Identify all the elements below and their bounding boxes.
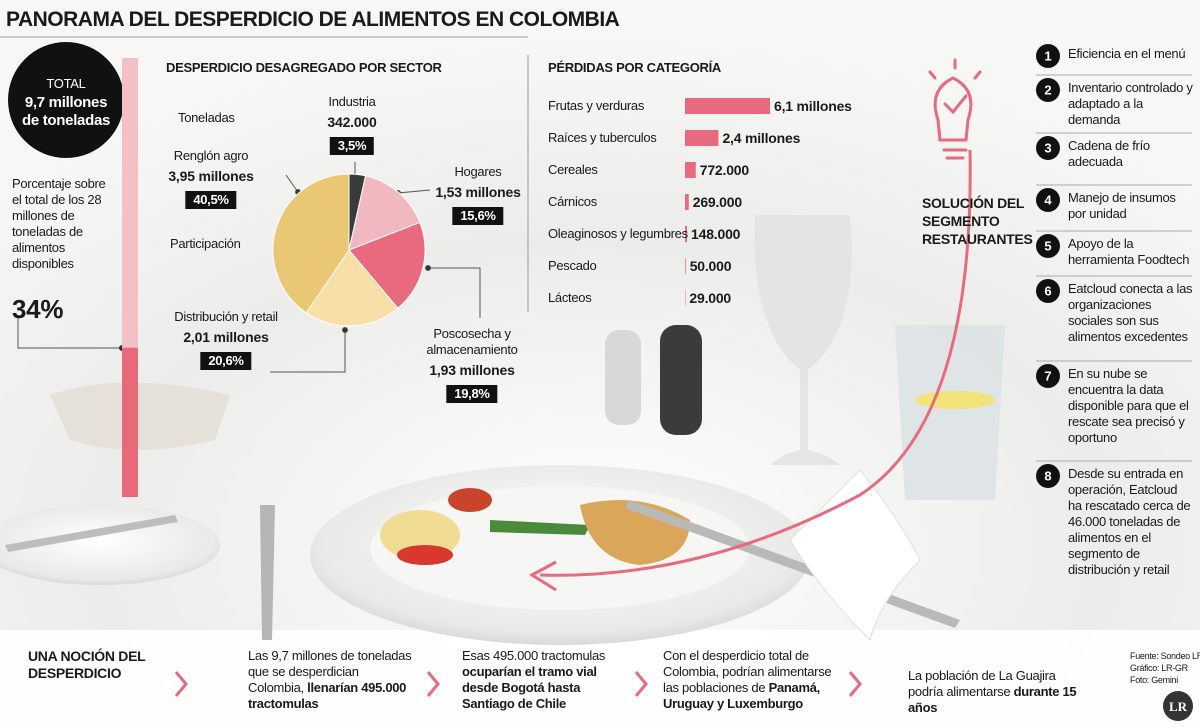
- fact-part: durante 15 años: [908, 684, 1077, 715]
- item-badge: [1036, 464, 1060, 488]
- pie-slice: [348, 175, 421, 251]
- slice-tonnage: 1,93 millones: [429, 362, 515, 378]
- fact-part: La población de La Guajira podría alimen…: [908, 668, 1056, 699]
- slice-share: 19,8%: [446, 385, 498, 403]
- category-label: Pescado: [548, 258, 597, 273]
- value-label: 50.000: [689, 258, 732, 274]
- bar: [685, 130, 719, 146]
- fact-part: Con el desperdicio total de Colombia, po…: [663, 648, 832, 695]
- share-caption: Participación: [170, 236, 241, 251]
- item-badge: [1036, 364, 1060, 388]
- total-label: TOTAL: [46, 76, 86, 91]
- category-label: Cárnicos: [548, 194, 597, 209]
- item-text: En su nube se encuentra la data disponib…: [1068, 366, 1189, 445]
- source: Gráfico: LR-GR: [1130, 663, 1188, 673]
- slice-name: Hogares: [454, 164, 502, 179]
- item-badge: [1036, 44, 1060, 68]
- size-caption: Toneladas: [178, 110, 235, 125]
- item-number: 8: [1044, 469, 1051, 484]
- item-number: 7: [1044, 369, 1051, 384]
- value-label: 772.000: [699, 162, 749, 178]
- item-text: Manejo de insumos por unidad: [1068, 190, 1176, 221]
- total-badge: [8, 42, 124, 158]
- bar: [685, 258, 686, 274]
- pie-slice: [348, 221, 426, 309]
- slice-name: Distribución y retail: [174, 309, 278, 324]
- item-text: Inventario controlado y adaptado a la de…: [1068, 80, 1193, 127]
- bar: [685, 162, 696, 178]
- item-text: Eficiencia en el menú: [1068, 46, 1186, 61]
- total-share-label: 34%: [12, 294, 64, 324]
- value-label: 148.000: [691, 226, 741, 242]
- total-amount: 9,7 millones de toneladas: [21, 94, 111, 129]
- item-number: 3: [1044, 141, 1051, 156]
- category-label: Cereales: [548, 162, 598, 177]
- item-number: 5: [1044, 239, 1051, 254]
- item-number: 6: [1044, 284, 1051, 299]
- item-number: 4: [1044, 193, 1052, 208]
- item-badge: [1036, 78, 1060, 102]
- fact: Con el desperdicio total de Colombia, po…: [663, 648, 833, 712]
- category-label: Frutas y verduras: [548, 98, 645, 113]
- total-note: Porcentaje sobre el total de los 28 mill…: [12, 176, 106, 271]
- value-label: 2,4 millones: [722, 130, 801, 146]
- category-label: Raíces y tuberculos: [548, 130, 657, 145]
- slice-tonnage: 3,95 millones: [168, 168, 254, 184]
- item-badge: [1036, 279, 1060, 303]
- slice-tonnage: 1,53 millones: [435, 184, 521, 200]
- title: PANORAMA DEL DESPERDICIO DE ALIMENTOS EN…: [6, 8, 620, 31]
- pie-slice: [272, 173, 350, 314]
- item-text: Eatcloud conecta a las organizaciones so…: [1068, 281, 1193, 344]
- slice-name: Renglón agro: [173, 148, 249, 163]
- source: Fuente: Sondeo LR: [1130, 651, 1200, 661]
- bar: [685, 98, 770, 114]
- share-bar: [122, 347, 138, 497]
- item-badge: [1036, 234, 1060, 258]
- slice-share: 40,5%: [185, 191, 237, 209]
- item-badge: [1036, 188, 1060, 212]
- item-text: Cadena de frío adecuada: [1068, 138, 1150, 169]
- bar: [685, 194, 689, 210]
- item-badge: [1036, 136, 1060, 160]
- slice-name: Industria: [328, 94, 376, 109]
- slice-tonnage: 342.000: [327, 114, 377, 130]
- bar: [685, 226, 688, 242]
- pie-slice: [305, 249, 399, 327]
- item-number: 2: [1044, 83, 1051, 98]
- fact-part: Las 9,7 millones de toneladas que se des…: [248, 648, 412, 695]
- slice-name: Poscosecha y almacenamiento: [426, 326, 518, 357]
- value-label: 269.000: [692, 194, 742, 210]
- category-label: Lácteos: [548, 290, 592, 305]
- chart-title: PÉRDIDAS POR CATEGORÍA: [548, 60, 722, 75]
- source: Foto: Gemini: [1130, 675, 1178, 685]
- logo: LR: [1169, 699, 1188, 714]
- fact: Las 9,7 millones de toneladas que se des…: [248, 648, 413, 712]
- slice-tonnage: 2,01 millones: [183, 329, 269, 345]
- slice-share: 15,6%: [452, 207, 504, 225]
- solution-title: SOLUCIÓN DEL SEGMENTO RESTAURANTES: [922, 195, 1033, 247]
- fact-part: Esas 495.000 tractomulas: [462, 648, 606, 663]
- item-number: 1: [1044, 49, 1051, 64]
- fact: La población de La Guajira podría alimen…: [908, 668, 1088, 716]
- value-label: 29.000: [689, 290, 732, 306]
- slice-share: 20,6%: [200, 352, 252, 370]
- item-text: Apoyo de la herramienta Foodtech: [1068, 236, 1190, 267]
- fact-part: llenarían 495.000 tractomulas: [248, 680, 407, 711]
- fact-part: Panamá, Uruguay y Luxemburgo: [663, 680, 820, 711]
- category-label: Oleaginosos y legumbres: [548, 226, 688, 241]
- notion-title: UNA NOCIÓN DEL DESPERDICIO: [28, 648, 146, 681]
- item-text: Desde su entrada en operación, Eatcloud …: [1068, 466, 1191, 577]
- value-label: 6,1 millones: [774, 98, 852, 114]
- fact-part: ocuparían el tramo vial desde Bogotá has…: [462, 664, 597, 711]
- fact: Esas 495.000 tractomulas ocuparían el tr…: [462, 648, 622, 712]
- chart-title: DESPERDICIO DESAGREGADO POR SECTOR: [166, 60, 442, 75]
- slice-share: 3,5%: [329, 137, 375, 155]
